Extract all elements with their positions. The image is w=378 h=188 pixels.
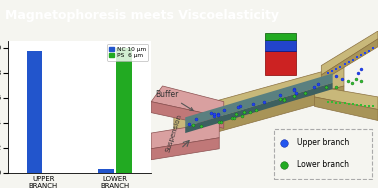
Bar (98, 169, 114, 173)
Polygon shape (314, 86, 378, 109)
Polygon shape (151, 86, 224, 117)
Text: Magnetophoresis meets Viscoelasticity: Magnetophoresis meets Viscoelasticity (5, 9, 279, 22)
Bar (265, 52, 296, 75)
Polygon shape (185, 83, 333, 133)
Text: Suspension: Suspension (165, 114, 183, 153)
Polygon shape (321, 31, 378, 75)
Polygon shape (174, 86, 344, 144)
Bar (116, 48, 132, 173)
Legend: NC 10 μm, PS  6 μm: NC 10 μm, PS 6 μm (107, 44, 148, 61)
Polygon shape (314, 97, 378, 121)
Polygon shape (151, 138, 219, 160)
Bar (26, 51, 42, 173)
Polygon shape (151, 102, 224, 128)
Polygon shape (174, 66, 344, 133)
Text: Upper branch: Upper branch (297, 138, 349, 147)
Polygon shape (185, 73, 333, 127)
Text: Lower branch: Lower branch (297, 160, 349, 169)
Text: Buffer: Buffer (156, 90, 193, 111)
Polygon shape (151, 122, 219, 149)
Bar (265, 40, 296, 52)
Polygon shape (321, 39, 378, 81)
Bar (265, 33, 296, 40)
